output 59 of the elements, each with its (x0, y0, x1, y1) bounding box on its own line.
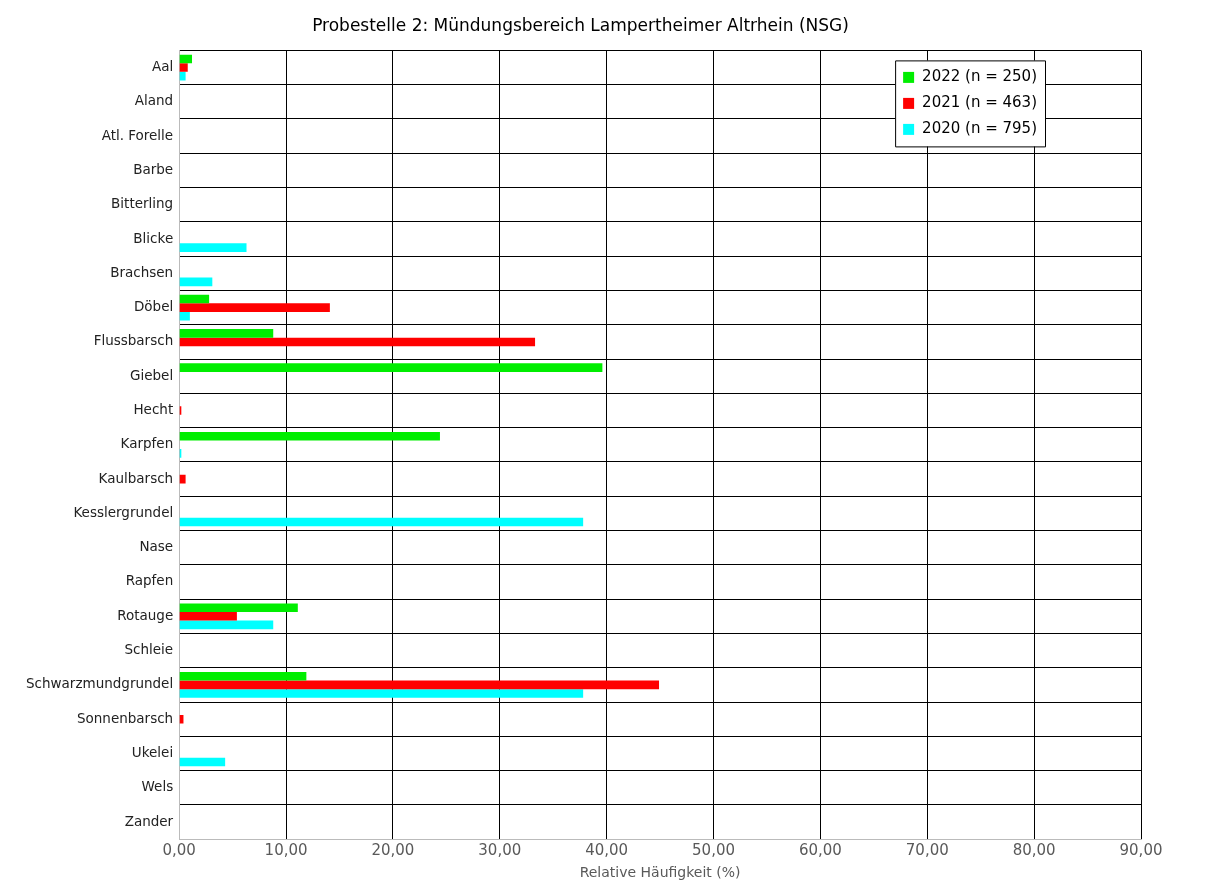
x-tick-label: 0,00 (162, 841, 196, 860)
y-tick-label: Blicke (133, 229, 174, 246)
x-tick-label: 90,00 (1119, 841, 1163, 860)
bar (179, 337, 536, 347)
bar (179, 311, 190, 321)
y-tick-label: Bitterling (111, 195, 174, 212)
legend-label: 2022 (n = 250) (922, 67, 1037, 86)
y-tick-label: Flussbarsch (93, 332, 174, 349)
legend-label: 2021 (n = 463) (922, 93, 1037, 112)
x-tick-label: 10,00 (264, 841, 308, 860)
bar (179, 54, 193, 64)
y-tick-label: Rapfen (125, 572, 174, 589)
bar (179, 303, 330, 312)
x-tick-label: 20,00 (371, 841, 415, 860)
x-tick-label: 50,00 (692, 841, 735, 860)
y-tick-label: Hecht (133, 401, 174, 417)
bar (179, 294, 210, 304)
x-tick-label: 70,00 (905, 841, 949, 860)
y-tick-label: Atl. Forelle (101, 126, 174, 143)
y-tick-label: Barbe (133, 160, 174, 177)
bar (179, 611, 237, 621)
y-tick-label: Aal (151, 58, 174, 75)
bar (179, 71, 186, 81)
legend-label: 2020 (n = 795) (922, 119, 1037, 138)
x-tick-label: 40,00 (585, 841, 629, 860)
bar (179, 363, 603, 372)
y-tick-label: Giebel (130, 366, 174, 383)
bar (179, 517, 584, 527)
bar (179, 243, 247, 252)
bar (179, 672, 307, 681)
y-tick-label: Wels (141, 778, 174, 795)
y-tick-label: Döbel (133, 298, 174, 315)
y-tick-label: Aland (134, 92, 174, 109)
bar (179, 329, 274, 338)
bar (179, 680, 660, 690)
bar (179, 431, 440, 441)
x-tick-label: 30,00 (478, 841, 522, 860)
y-tick-label: Kaulbarsch (98, 469, 174, 486)
y-tick-label: Karpfen (120, 435, 174, 452)
bar (179, 603, 298, 612)
x-axis-title: Relative Häufigkeit (%) (579, 864, 741, 881)
y-tick-label: Schwarzmundgrundel (25, 675, 174, 692)
bar (179, 63, 188, 72)
bar (179, 689, 584, 698)
y-tick-label: Rotauge (117, 606, 174, 623)
bar (179, 277, 213, 287)
y-tick-label: Sonnenbarsch (76, 709, 174, 726)
y-tick-label: Zander (124, 812, 174, 829)
x-tick-label: 60,00 (798, 841, 842, 860)
chart-title: Probestelle 2: Mündungsbereich Lampertheimer Altrhein (NSG) (312, 14, 849, 35)
y-tick-label: Schleie (124, 641, 174, 658)
bar (179, 474, 186, 484)
y-tick-label: Brachsen (110, 263, 174, 280)
bar (179, 620, 274, 630)
x-tick-label: 80,00 (1012, 841, 1056, 860)
y-tick-label: Kesslergrundel (73, 503, 174, 520)
bar (179, 757, 226, 767)
y-tick-label: Nase (139, 538, 174, 555)
y-tick-label: Ukelei (131, 743, 174, 760)
